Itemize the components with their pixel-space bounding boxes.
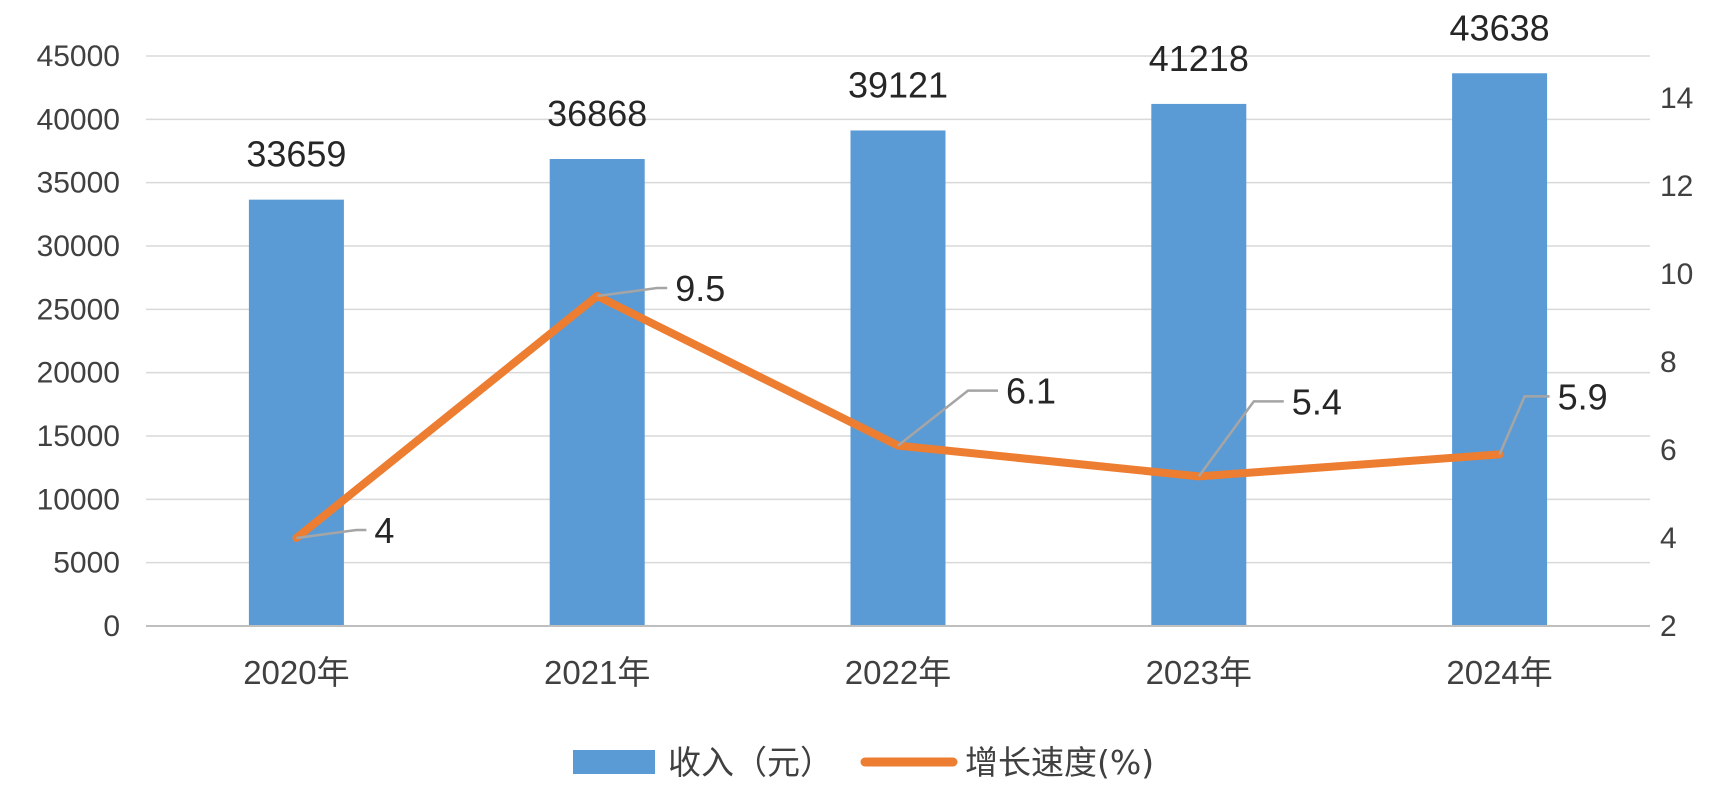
axes: 0 5000 10000 15000 20000 25000 30000 35000 40000… xyxy=(37,40,1694,691)
bar-value-label: 36868 xyxy=(547,93,647,134)
x-tick-label: 2024年 xyxy=(1446,654,1552,691)
y-left-tick-label: 15000 xyxy=(37,420,120,453)
bar-value-label: 33659 xyxy=(246,134,346,175)
y-left-tick-label: 0 xyxy=(103,610,120,643)
x-tick-label: 2020年 xyxy=(243,654,349,691)
y-right-tick-label: 2 xyxy=(1660,610,1677,643)
leader-line xyxy=(296,528,367,540)
y-left-tick-label: 5000 xyxy=(53,547,120,580)
data-labels: 33659 36868 39121 41218 43638 4 9.5 6.1 5.4 5.9 xyxy=(246,7,1607,551)
y-right-tick-label: 12 xyxy=(1660,170,1693,203)
x-tick-label: 2023年 xyxy=(1146,654,1252,691)
x-tick-label: 2022年 xyxy=(845,654,951,691)
y-left-tick-label: 10000 xyxy=(37,483,120,516)
legend: 收入（元） 增长速度(%) xyxy=(573,743,1154,782)
y-left-tick-label: 25000 xyxy=(37,293,120,326)
y-right-tick-label: 6 xyxy=(1660,434,1677,467)
leader-line xyxy=(1498,395,1550,455)
legend-label-growth: 增长速度(%) xyxy=(965,743,1154,782)
leader-line xyxy=(897,389,998,447)
y-right-tick-label: 8 xyxy=(1660,346,1677,379)
line-value-label: 5.4 xyxy=(1292,381,1342,422)
y-left-tick-label: 30000 xyxy=(37,230,120,263)
line-value-label: 4 xyxy=(374,510,394,551)
bar-value-label: 43638 xyxy=(1450,7,1550,48)
bar-value-label: 39121 xyxy=(848,64,948,105)
leader-line xyxy=(1197,400,1284,478)
leader-line xyxy=(597,286,668,298)
x-tick-label: 2021年 xyxy=(544,654,650,691)
line-value-label: 9.5 xyxy=(675,268,725,309)
y-right-tick-label: 14 xyxy=(1660,82,1693,115)
legend-label-revenue: 收入（元） xyxy=(668,743,833,782)
bar xyxy=(1151,103,1247,626)
legend-swatch-revenue xyxy=(573,750,655,774)
line-value-label: 5.9 xyxy=(1558,376,1608,417)
line-value-label: 6.1 xyxy=(1006,371,1056,412)
y-right-tick-label: 10 xyxy=(1660,258,1693,291)
bar xyxy=(850,130,946,626)
bar xyxy=(549,159,645,626)
y-left-tick-label: 20000 xyxy=(37,357,120,390)
bar-value-label: 41218 xyxy=(1149,38,1249,79)
bar xyxy=(1452,73,1548,626)
bar-series xyxy=(248,73,1548,627)
y-left-tick-label: 45000 xyxy=(37,40,120,73)
y-left-tick-label: 40000 xyxy=(37,103,120,136)
y-right-tick-label: 4 xyxy=(1660,522,1677,555)
bar xyxy=(248,199,344,627)
y-left-tick-label: 35000 xyxy=(37,167,120,200)
